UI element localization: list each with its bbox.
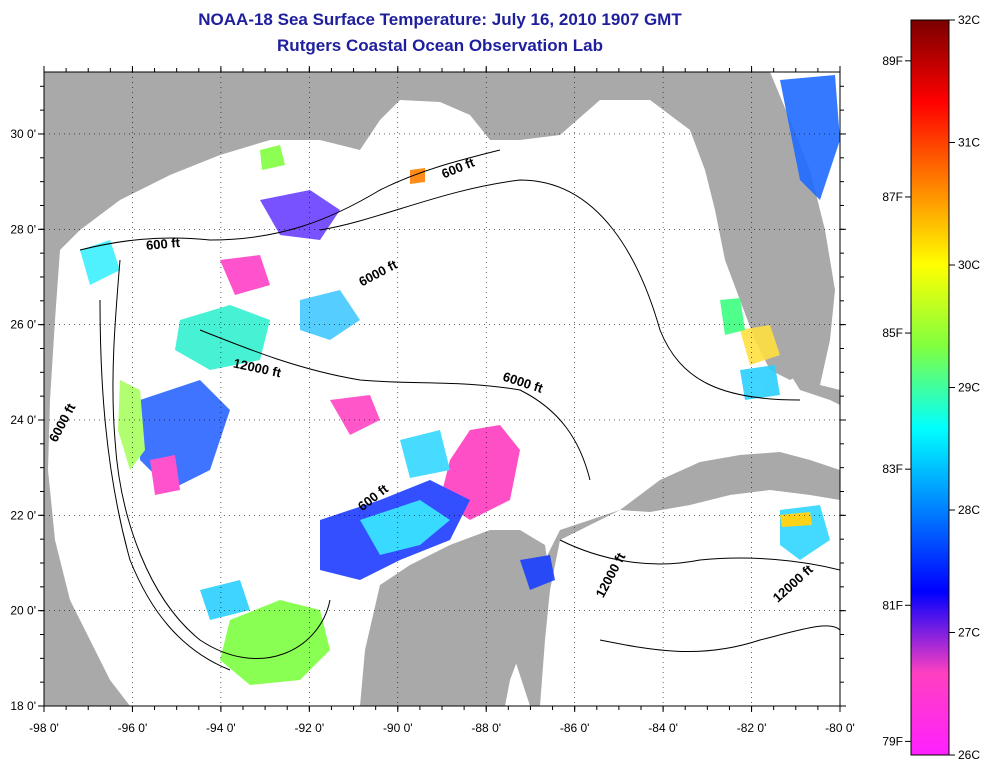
caribbean-water	[540, 470, 840, 706]
colorbar-celsius-label: 32C	[958, 13, 980, 27]
cuba-land	[620, 452, 840, 512]
colorbar-fahrenheit-label: 83F	[882, 462, 903, 476]
sst-patches	[80, 75, 840, 685]
contour-depth-label: 600 ft	[145, 235, 181, 253]
x-tick-label: -96 0'	[118, 721, 148, 735]
colorbar-fahrenheit-label: 89F	[882, 54, 903, 68]
x-tick-label: -88 0'	[471, 721, 501, 735]
florida-land	[690, 130, 830, 380]
colorbar-fahrenheit-label: 85F	[882, 326, 903, 340]
x-tick-label: -94 0'	[206, 721, 236, 735]
colorbar-fahrenheit-label: 79F	[882, 734, 903, 748]
longitude-axis: -98 0' -96 0' -94 0' -92 0' -90 0' -88 0' -86 …	[29, 66, 855, 735]
map-subtitle: Rutgers Coastal Ocean Observation Lab	[277, 36, 603, 55]
y-tick-label: 20 0'	[10, 604, 36, 618]
lat-lon-grid	[44, 72, 840, 706]
y-tick-label: 18 0'	[10, 699, 36, 713]
x-tick-label: -84 0'	[648, 721, 678, 735]
temperature-colorbar: 32C 31C 30C 29C 28C 27C 26C 89F 87F 85F 83F 81F 79F	[882, 13, 980, 762]
bathymetry-contours	[79, 149, 840, 671]
colorbar-celsius-label: 27C	[958, 626, 980, 640]
colorbar-fahrenheit-label: 81F	[882, 598, 903, 612]
x-tick-label: -98 0'	[29, 721, 59, 735]
y-tick-label: 28 0'	[10, 222, 36, 236]
x-tick-label: -80 0'	[825, 721, 855, 735]
colorbar-celsius-label: 26C	[958, 748, 980, 762]
x-tick-label: -86 0'	[560, 721, 590, 735]
map-title: NOAA-18 Sea Surface Temperature: July 16…	[198, 10, 682, 29]
y-tick-label: 26 0'	[10, 318, 36, 332]
colorbar-celsius-label: 29C	[958, 381, 980, 395]
colorbar-celsius-labels: 32C 31C 30C 29C 28C 27C 26C	[949, 13, 980, 762]
x-tick-label: -92 0'	[295, 721, 325, 735]
colorbar-fahrenheit-label: 87F	[882, 190, 903, 204]
latitude-axis: 18 0' 20 0' 22 0' 24 0' 26 0' 28 0' 30 0'	[10, 85, 846, 713]
y-tick-label: 24 0'	[10, 413, 36, 427]
colorbar-celsius-label: 28C	[958, 503, 980, 517]
colorbar-celsius-label: 30C	[958, 258, 980, 272]
gulf-water	[48, 100, 840, 706]
yucatan-land	[360, 530, 550, 706]
y-tick-label: 30 0'	[10, 127, 36, 141]
colorbar-gradient	[910, 19, 950, 756]
x-tick-label: -82 0'	[737, 721, 767, 735]
y-tick-label: 22 0'	[10, 508, 36, 522]
x-tick-label: -90 0'	[383, 721, 413, 735]
colorbar-fahrenheit-labels: 89F 87F 85F 83F 81F 79F	[882, 54, 911, 748]
colorbar-celsius-label: 31C	[958, 136, 980, 150]
